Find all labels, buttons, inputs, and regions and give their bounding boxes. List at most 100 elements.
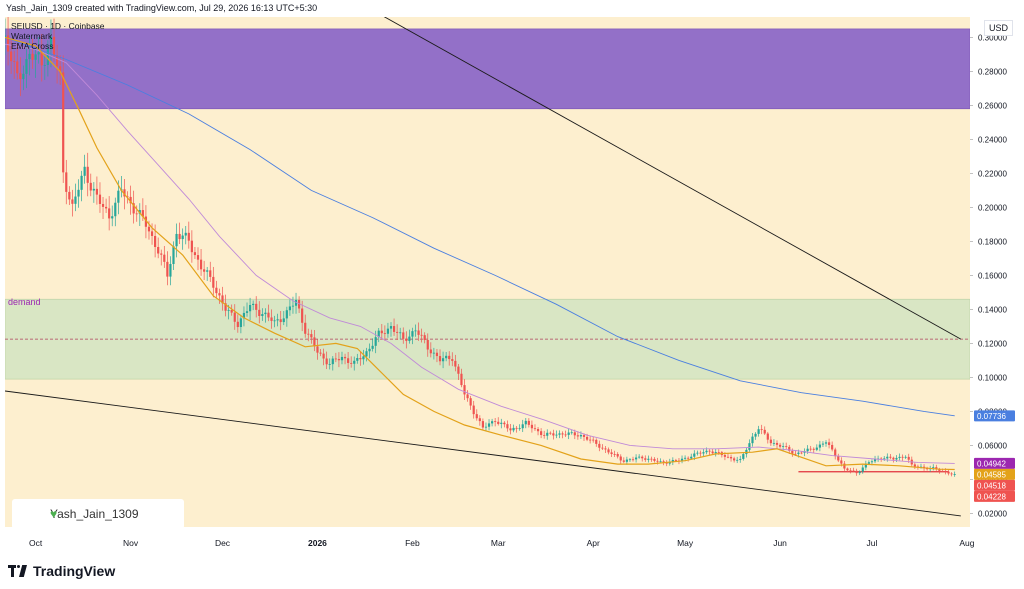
candle[interactable] <box>742 452 745 461</box>
candle[interactable] <box>252 300 255 311</box>
candle[interactable] <box>325 351 328 370</box>
candle[interactable] <box>377 327 380 343</box>
candle[interactable] <box>748 439 751 452</box>
candle[interactable] <box>163 245 166 268</box>
candle[interactable] <box>815 444 818 452</box>
candle[interactable] <box>509 423 512 435</box>
candle[interactable] <box>494 417 497 427</box>
candle[interactable] <box>313 330 316 352</box>
candle[interactable] <box>6 17 10 66</box>
candle[interactable] <box>855 468 858 476</box>
candle[interactable] <box>178 222 181 245</box>
candle[interactable] <box>619 454 622 464</box>
candle[interactable] <box>420 328 423 343</box>
candle[interactable] <box>484 422 488 432</box>
price-axis[interactable]: 0.020000.040000.060000.080000.100000.120… <box>970 17 1019 551</box>
candle[interactable] <box>558 430 561 439</box>
tradingview-logo[interactable]: TradingView <box>8 563 115 579</box>
candle[interactable] <box>733 456 736 463</box>
candle[interactable] <box>135 205 138 222</box>
candle[interactable] <box>778 442 782 449</box>
price-label[interactable]: 0.04585 <box>974 468 1015 480</box>
candle[interactable] <box>55 44 59 84</box>
candle[interactable] <box>114 197 117 227</box>
candle[interactable] <box>423 332 426 344</box>
candle[interactable] <box>101 197 105 220</box>
candle[interactable] <box>555 430 558 439</box>
candle[interactable] <box>104 198 108 213</box>
candle[interactable] <box>699 450 702 457</box>
candle[interactable] <box>843 460 846 471</box>
candle[interactable] <box>711 448 714 455</box>
candle[interactable] <box>429 342 432 358</box>
candle[interactable] <box>435 348 439 363</box>
candle[interactable] <box>858 470 861 476</box>
candle[interactable] <box>337 352 341 368</box>
candle[interactable] <box>291 296 295 314</box>
candle[interactable] <box>708 449 711 456</box>
candle[interactable] <box>350 356 353 368</box>
candle[interactable] <box>22 65 25 91</box>
candle[interactable] <box>739 455 742 463</box>
candle[interactable] <box>530 420 534 433</box>
candle[interactable] <box>255 296 258 318</box>
candle[interactable] <box>273 315 276 328</box>
candle[interactable] <box>322 348 325 366</box>
candle[interactable] <box>478 415 481 426</box>
candle[interactable] <box>71 189 74 217</box>
candle[interactable] <box>270 309 273 329</box>
candle[interactable] <box>248 297 252 320</box>
candle[interactable] <box>448 351 451 366</box>
candle[interactable] <box>359 351 362 366</box>
candle[interactable] <box>184 226 187 245</box>
candle[interactable] <box>28 35 31 76</box>
candle[interactable] <box>775 440 779 449</box>
candle[interactable] <box>540 428 543 439</box>
candle[interactable] <box>576 431 579 440</box>
candle[interactable] <box>386 322 390 338</box>
candle[interactable] <box>408 329 411 344</box>
candle[interactable] <box>368 343 371 359</box>
candle[interactable] <box>334 352 337 363</box>
plot-area[interactable] <box>3 6 971 527</box>
price-chart[interactable]: 0.020000.040000.060000.080000.100000.120… <box>3 6 1019 551</box>
candle[interactable] <box>518 424 521 431</box>
candle[interactable] <box>261 308 264 321</box>
candle[interactable] <box>258 301 261 324</box>
candle[interactable] <box>834 447 837 460</box>
candle[interactable] <box>552 429 555 440</box>
candle[interactable] <box>62 55 65 183</box>
candle[interactable] <box>108 196 111 231</box>
candle[interactable] <box>169 256 172 286</box>
candle[interactable] <box>785 442 788 450</box>
candle[interactable] <box>389 322 393 337</box>
candle[interactable] <box>506 420 509 432</box>
candle[interactable] <box>892 456 895 463</box>
ema-mid-line[interactable] <box>4 43 955 464</box>
candle[interactable] <box>282 311 285 326</box>
candle[interactable] <box>83 154 86 184</box>
candle[interactable] <box>659 458 662 463</box>
candle[interactable] <box>671 457 674 466</box>
candle[interactable] <box>644 455 647 462</box>
candle[interactable] <box>233 304 236 330</box>
candle[interactable] <box>399 327 402 340</box>
candle[interactable] <box>417 322 420 341</box>
candle[interactable] <box>714 448 717 457</box>
candle[interactable] <box>34 48 37 78</box>
candle[interactable] <box>726 453 730 459</box>
candle[interactable] <box>267 304 270 322</box>
candle[interactable] <box>475 409 478 421</box>
candle[interactable] <box>405 331 408 349</box>
candle[interactable] <box>521 419 524 433</box>
candle[interactable] <box>181 228 184 250</box>
candle[interactable] <box>13 50 16 79</box>
candle[interactable] <box>598 440 601 452</box>
candle[interactable] <box>331 356 334 371</box>
candle[interactable] <box>497 417 500 426</box>
candle[interactable] <box>766 431 769 444</box>
candle[interactable] <box>276 313 279 327</box>
candle[interactable] <box>812 447 815 454</box>
candle[interactable] <box>49 19 53 68</box>
candle[interactable] <box>224 294 227 317</box>
